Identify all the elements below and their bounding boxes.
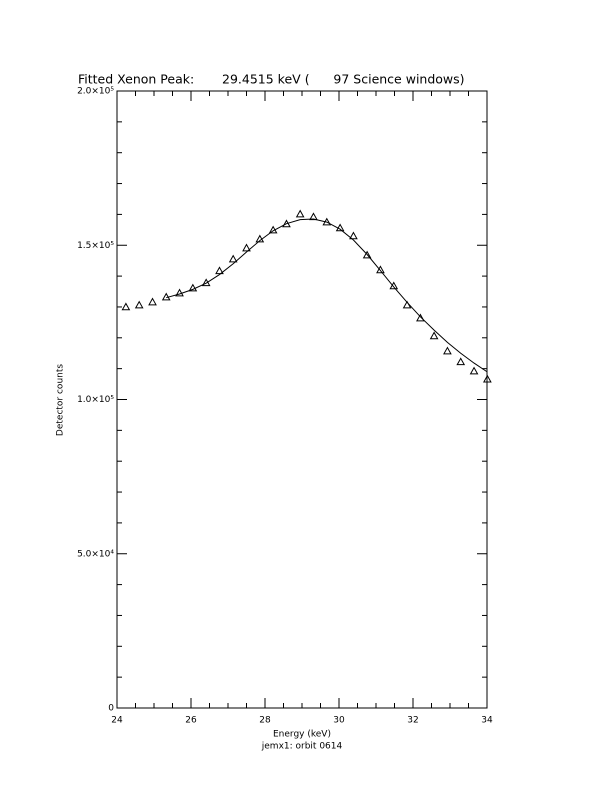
data-point — [255, 234, 265, 243]
data-point — [362, 250, 372, 259]
y-tick-label: 1.5×10⁵ — [77, 241, 114, 251]
data-point — [335, 223, 345, 232]
x-tick-label: 28 — [259, 716, 271, 726]
data-point — [228, 254, 238, 263]
data-point — [469, 366, 479, 375]
data-point — [188, 283, 198, 292]
data-point — [268, 225, 278, 234]
x-axis-label: Energy (keV) — [273, 730, 331, 740]
data-point — [148, 297, 157, 306]
data-point — [416, 313, 425, 322]
data-point — [161, 292, 171, 301]
data-point — [134, 300, 144, 309]
data-point — [121, 302, 131, 311]
data-point — [201, 278, 211, 287]
y-tick-label: 5.0×10⁴ — [77, 549, 114, 559]
fit-line — [166, 218, 488, 373]
data-point — [429, 331, 439, 340]
data-point — [322, 217, 332, 226]
y-tick-label: 2.0×10⁵ — [77, 87, 114, 97]
chart-title: Fitted Xenon Peak: 29.4515 keV ( 97 Scie… — [78, 72, 465, 87]
x-tick-label: 24 — [111, 716, 123, 726]
x-tick-label: 34 — [481, 716, 493, 726]
data-point — [282, 219, 291, 228]
data-point — [295, 209, 305, 218]
data-point — [215, 266, 224, 275]
data-point — [175, 288, 184, 297]
data-point — [242, 243, 251, 252]
x-tick-label: 32 — [407, 716, 418, 726]
data-point — [456, 357, 466, 366]
subtitle: jemx1: orbit 0614 — [261, 742, 343, 752]
data-point — [443, 346, 452, 355]
x-tick-label: 26 — [185, 716, 197, 726]
y-tick-label: 0 — [108, 704, 114, 714]
data-point — [402, 300, 412, 309]
data-point — [349, 231, 358, 240]
data-point — [483, 374, 492, 383]
x-tick-label: 30 — [333, 716, 345, 726]
data-point — [376, 265, 385, 274]
data-point — [309, 212, 318, 221]
y-axis-label: Detector counts — [56, 364, 66, 436]
y-tick-label: 1.0×10⁵ — [77, 395, 114, 405]
data-point — [389, 281, 399, 290]
